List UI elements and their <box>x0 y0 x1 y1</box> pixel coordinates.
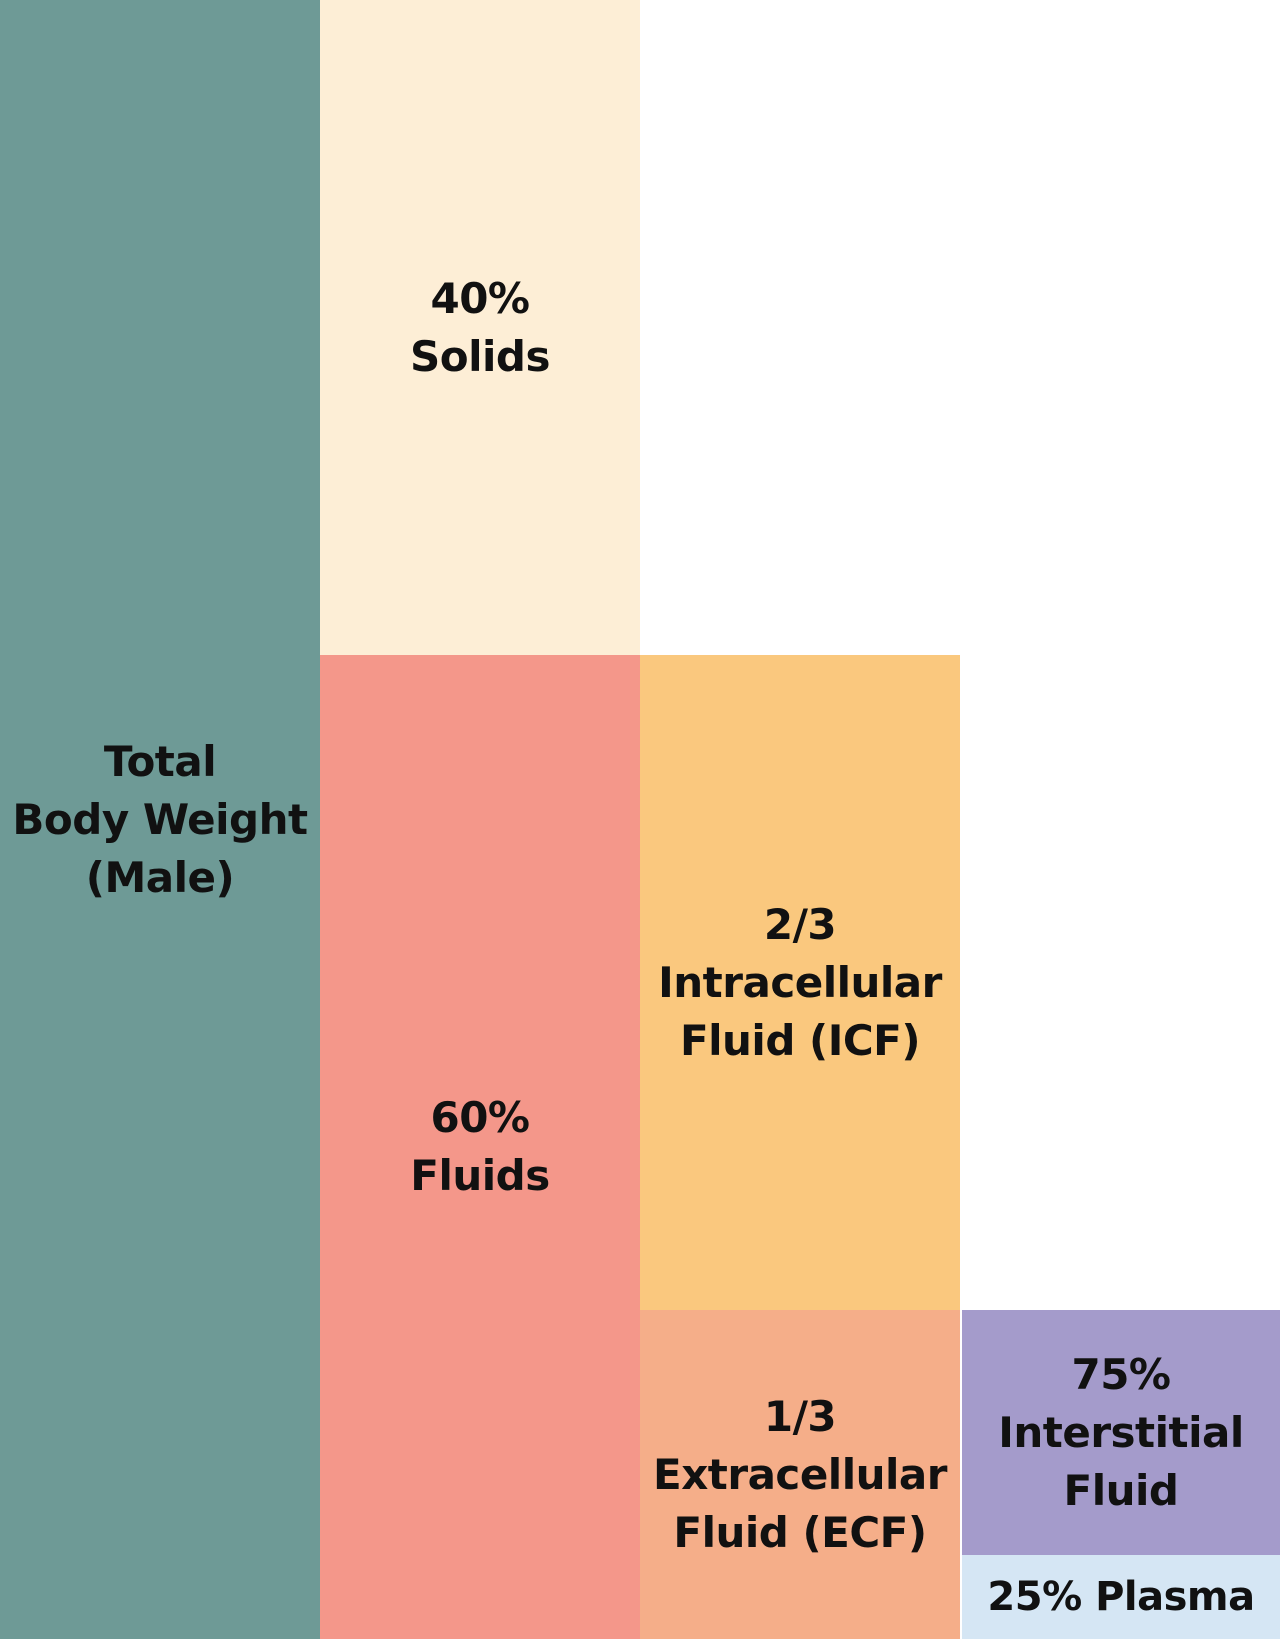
icf-line-3: Fluid (ICF) <box>679 1015 921 1065</box>
plasma-label: 25% Plasma <box>987 1568 1255 1626</box>
fluids-label: 60% Fluids <box>410 1089 550 1205</box>
ecf-block: 1/3 Extracellular Fluid (ECF) <box>640 1310 960 1639</box>
interstitial-line-1: 75% <box>1071 1349 1171 1399</box>
fluids-line-2: Fluids <box>410 1151 550 1200</box>
icf-block: 2/3 Intracellular Fluid (ICF) <box>640 655 960 1310</box>
ecf-line-1: 1/3 <box>763 1391 837 1441</box>
ecf-label: 1/3 Extracellular Fluid (ECF) <box>653 1388 947 1562</box>
total-body-weight-block: Total Body Weight (Male) <box>0 0 320 1639</box>
interstitial-line-3: Fluid <box>1063 1465 1179 1515</box>
plasma-block: 25% Plasma <box>962 1555 1280 1639</box>
interstitial-block: 75% Interstitial Fluid <box>962 1310 1280 1555</box>
solids-block: 40% Solids <box>320 0 640 655</box>
interstitial-label: 75% Interstitial Fluid <box>998 1346 1244 1520</box>
total-body-weight-label: Total Body Weight (Male) <box>12 733 308 907</box>
ecf-line-3: Fluid (ECF) <box>673 1507 927 1557</box>
ecf-line-2: Extracellular <box>653 1449 947 1499</box>
solids-line-1: 40% <box>430 273 530 323</box>
solids-label: 40% Solids <box>410 270 550 386</box>
total-line-2: Body Weight <box>12 794 308 844</box>
total-line-1: Total <box>103 736 217 786</box>
fluids-block: 60% Fluids <box>320 655 640 1639</box>
interstitial-line-2: Interstitial <box>998 1407 1244 1457</box>
total-line-3: (Male) <box>85 852 235 902</box>
icf-line-1: 2/3 <box>763 899 837 949</box>
solids-line-2: Solids <box>410 331 550 381</box>
icf-line-2: Intracellular <box>658 957 942 1007</box>
plasma-line-1: 25% Plasma <box>987 1574 1255 1620</box>
fluids-line-1: 60% <box>430 1093 530 1142</box>
icf-label: 2/3 Intracellular Fluid (ICF) <box>658 896 942 1070</box>
